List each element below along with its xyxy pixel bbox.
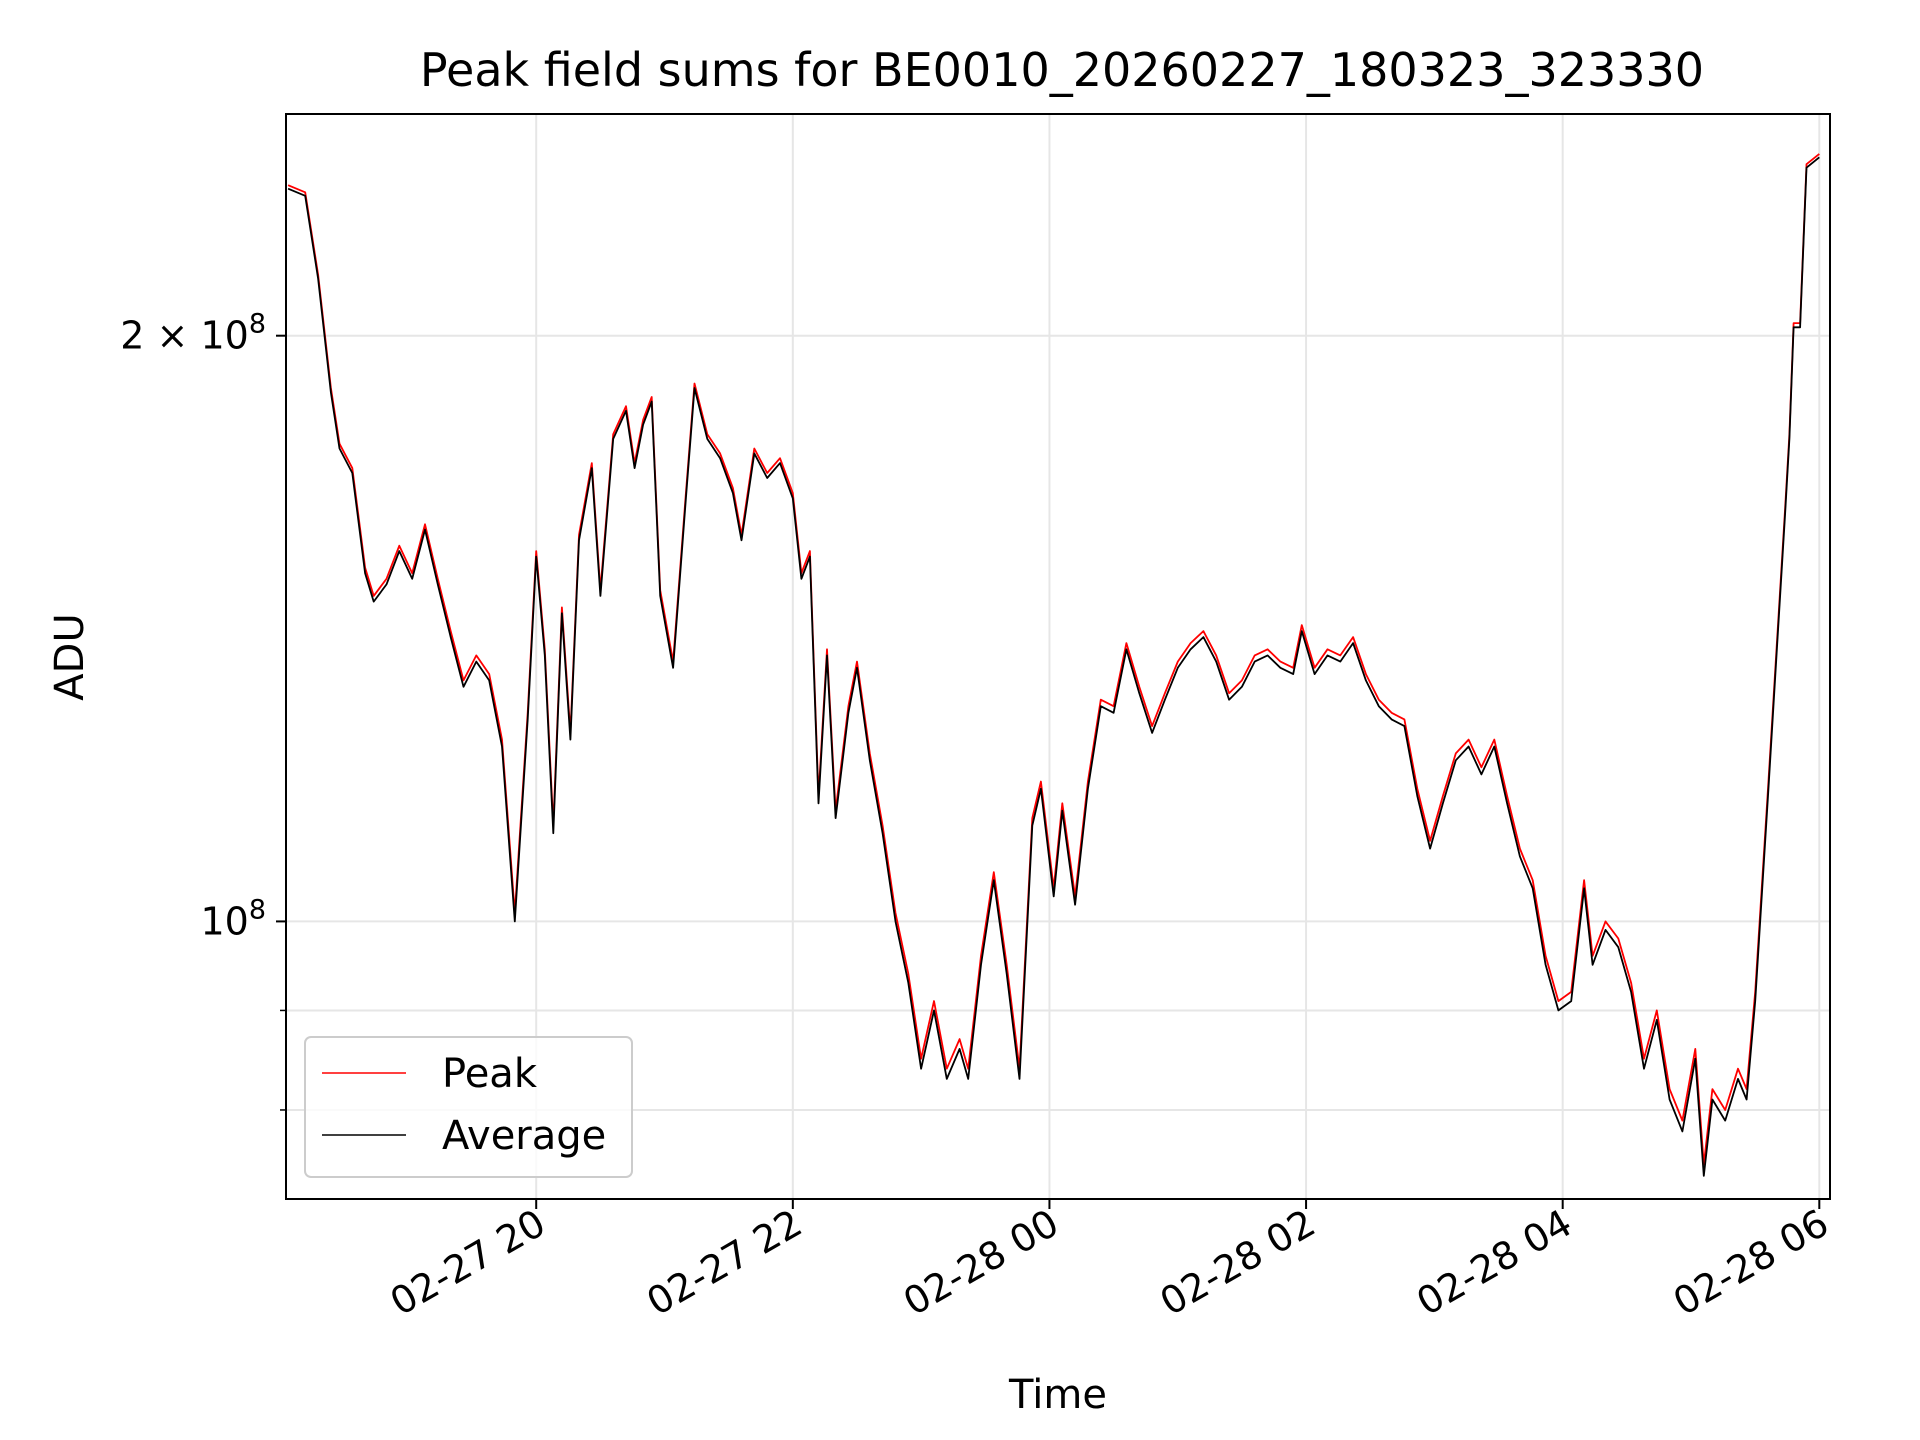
y-axis-label: ADU bbox=[47, 613, 93, 700]
legend: Peak Average bbox=[304, 1036, 633, 1178]
x-axis-label: Time bbox=[1008, 1372, 1107, 1418]
y-axis-ticks: 2 × 108 108 bbox=[120, 309, 286, 1111]
legend-label-peak: Peak bbox=[442, 1051, 538, 1097]
y-tick-label: 108 bbox=[200, 894, 266, 943]
series-lines bbox=[287, 153, 1820, 1177]
legend-label-average: Average bbox=[442, 1113, 606, 1159]
legend-box bbox=[304, 1036, 633, 1178]
y-tick-label: 2 × 108 bbox=[120, 309, 266, 358]
chart-title: Peak field sums for BE0010_20260227_1803… bbox=[420, 43, 1704, 97]
grid-lines bbox=[286, 114, 1830, 1199]
plot-frame bbox=[285, 113, 1831, 1200]
series-line-average bbox=[287, 156, 1820, 1177]
